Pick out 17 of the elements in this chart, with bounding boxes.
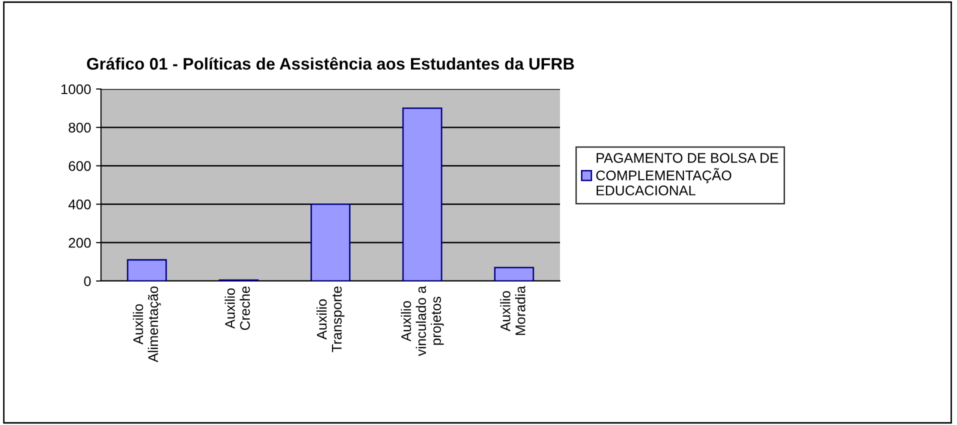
y-tick-label: 0	[84, 276, 91, 286]
bar	[126, 259, 167, 281]
bar	[310, 204, 350, 281]
y-tick-label: 600	[68, 161, 91, 171]
x-tick-label: Auxilio Moradia	[500, 286, 526, 335]
x-tick-label: Auxilio Transporte	[316, 286, 344, 352]
x-tick-label: Auxilio Alimentação	[132, 286, 161, 362]
y-tick-label: 200	[68, 238, 91, 248]
y-tick-label: 1000	[61, 84, 91, 94]
chart-title: Gráfico 01 - Políticas de Assistência aos Estudantes da UFRB	[86, 57, 574, 70]
x-tick-label: Auxilio Creche	[224, 286, 250, 330]
y-tick-label: 800	[68, 122, 91, 133]
bar	[402, 108, 442, 281]
x-tick-label: Auxilio vinculado a projetos	[400, 286, 444, 356]
legend-label: PAGAMENTO DE BOLSA DE COMPLEMENTAÇÃO EDUCACIONAL	[596, 153, 778, 196]
bar	[494, 266, 534, 281]
y-tick-label: 400	[68, 200, 91, 210]
